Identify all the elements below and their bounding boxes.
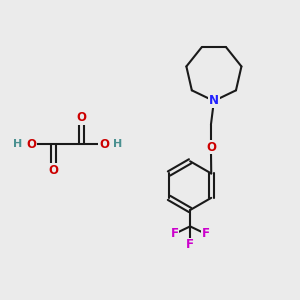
Text: F: F (202, 227, 210, 240)
Text: O: O (76, 111, 87, 124)
Text: H: H (113, 139, 122, 149)
Text: O: O (99, 138, 109, 151)
Text: O: O (206, 140, 216, 154)
Text: F: F (186, 238, 194, 251)
Text: O: O (48, 164, 59, 177)
Text: O: O (26, 138, 36, 151)
Text: H: H (13, 139, 22, 149)
Text: F: F (171, 227, 179, 240)
Text: N: N (209, 94, 219, 107)
